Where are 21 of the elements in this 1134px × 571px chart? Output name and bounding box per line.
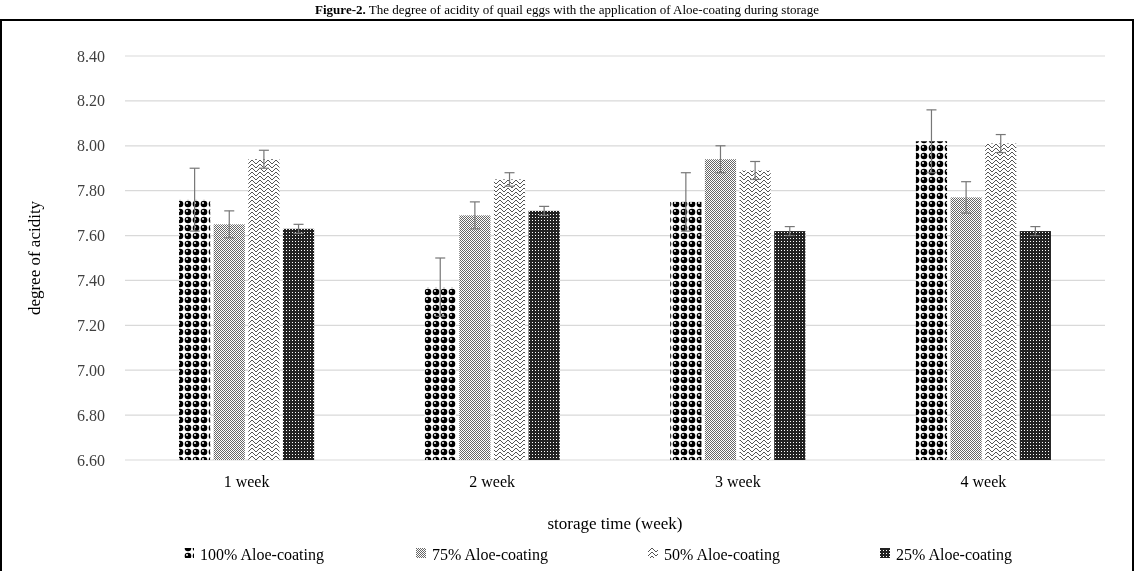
y-tick-label: 7.60 (77, 227, 105, 245)
x-axis-title: storage time (week) (547, 514, 683, 533)
x-tick-label: 4 week (960, 473, 1007, 490)
legend-label: 100% Aloe-coating (200, 545, 324, 564)
y-tick-label: 7.80 (77, 182, 105, 200)
legend-label: 75% Aloe-coating (432, 545, 548, 564)
chart-title: Figure-2. The degree of acidity of quail eggs with the application of Aloe-coating during storage (315, 2, 820, 17)
y-tick-label: 8.40 (77, 47, 105, 65)
y-axis-title: degree of acidity (25, 200, 44, 316)
legend-label: 50% Aloe-coating (664, 545, 780, 564)
y-tick-label: 6.80 (77, 406, 105, 424)
y-tick-label: 7.20 (77, 316, 105, 334)
x-tick-label: 1 week (223, 473, 270, 490)
y-tick-label: 7.00 (77, 361, 105, 379)
y-tick-label: 8.00 (77, 137, 105, 155)
y-tick-label: 6.60 (77, 451, 105, 469)
x-tick-label: 2 week (469, 473, 516, 490)
y-tick-label: 7.40 (77, 272, 105, 290)
x-tick-label: 3 week (714, 473, 761, 490)
legend-label: 25% Aloe-coating (896, 545, 1012, 564)
y-tick-label: 8.20 (77, 92, 105, 110)
